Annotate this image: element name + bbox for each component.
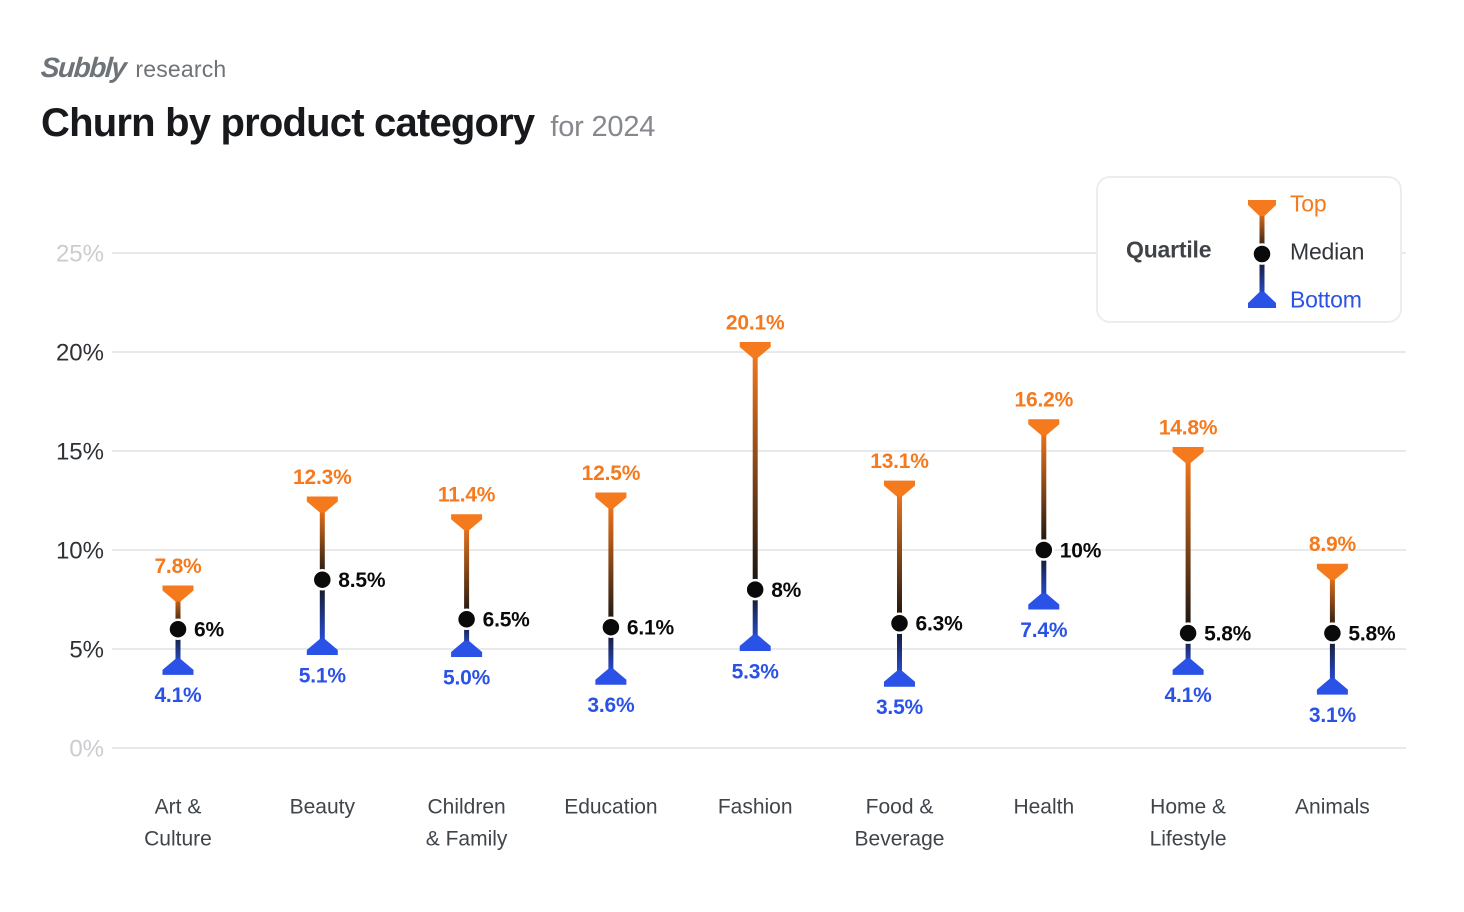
y-tick-label: 20% (56, 339, 104, 366)
category-label-art-culture: Art & Culture (144, 795, 212, 850)
page-title: Churn by product category (41, 101, 535, 145)
bottom-quartile-cap (306, 639, 338, 656)
median-value-label: 6% (194, 619, 224, 642)
whisker-health: 16.2% 10% 7.4% (1015, 389, 1102, 642)
category-label-children-family: Children & Family (426, 795, 508, 850)
top-quartile-cap (162, 585, 194, 602)
legend-item-top: Top (1290, 190, 1327, 217)
median-dot (1177, 622, 1199, 644)
median-value-label: 8.5% (338, 569, 386, 592)
bottom-value-label: 3.5% (876, 696, 924, 719)
median-value-label: 10% (1060, 539, 1102, 562)
median-dot (311, 568, 334, 591)
whisker-stem (1185, 456, 1191, 665)
bottom-value-label: 3.6% (587, 694, 635, 717)
legend-box: Quartile Top Median Bottom (1096, 176, 1402, 323)
top-value-label: 7.8% (154, 555, 202, 578)
median-dot (455, 608, 478, 631)
category-label-home-lifestyle: Home & Lifestyle (1150, 795, 1227, 850)
bottom-quartile-cap (884, 670, 915, 687)
y-tick-label: 5% (69, 636, 104, 663)
legend-bottom-cap (1248, 292, 1276, 308)
bottom-quartile-cap (1316, 678, 1348, 695)
brand-logo: Subbly research (40, 52, 227, 84)
legend-title: Quartile (1126, 236, 1212, 262)
bottom-value-label: 5.3% (732, 660, 780, 683)
category-label-health: Health (1013, 795, 1074, 818)
legend-item-median: Median (1290, 238, 1365, 265)
bottom-value-label: 4.1% (1165, 684, 1213, 707)
top-value-label: 12.5% (582, 462, 641, 485)
median-dot (888, 612, 911, 635)
chart-header: Churn by product category for 2024 (41, 101, 655, 146)
top-quartile-cap (306, 496, 338, 513)
median-value-label: 5.8% (1204, 623, 1252, 646)
median-dot (1321, 622, 1344, 644)
legend-item-bottom: Bottom (1290, 286, 1362, 313)
bottom-quartile-cap (1028, 593, 1060, 610)
top-quartile-cap (595, 492, 627, 509)
median-dot (1033, 539, 1055, 561)
whisker-stem (1041, 429, 1047, 600)
logo-research-suffix: research (135, 56, 227, 82)
legend-median-dot (1251, 243, 1273, 265)
bottom-quartile-cap (595, 668, 627, 685)
whisker-beauty: 12.3% 8.5% 5.1% (293, 466, 386, 688)
top-value-label: 20.1% (726, 311, 785, 334)
whisker-stem (752, 352, 758, 642)
whisker-food-beverage: 13.1% 6.3% 3.5% (870, 450, 963, 719)
category-label-food-beverage: Food & Beverage (855, 795, 945, 850)
y-tick-label: 25% (56, 240, 104, 267)
top-value-label: 13.1% (870, 450, 929, 473)
top-quartile-cap (451, 514, 483, 531)
top-value-label: 11.4% (438, 484, 496, 507)
top-value-label: 16.2% (1015, 389, 1074, 412)
median-dot (167, 618, 189, 640)
whisker-animals: 8.9% 5.8% 3.1% (1309, 533, 1396, 727)
top-value-label: 14.8% (1159, 416, 1218, 439)
y-tick-label: 0% (69, 735, 104, 762)
median-value-label: 8% (771, 579, 801, 602)
whisker-stem (897, 490, 902, 677)
top-quartile-cap (884, 480, 915, 497)
legend-top-cap (1248, 200, 1276, 216)
median-value-label: 6.1% (627, 617, 675, 640)
median-dot (744, 578, 766, 601)
median-dot (600, 616, 622, 638)
y-tick-label: 10% (56, 537, 104, 564)
bottom-quartile-cap (162, 658, 194, 675)
bottom-value-label: 5.1% (299, 664, 347, 687)
whisker-education: 12.5% 6.1% 3.6% (582, 462, 675, 717)
category-label-education: Education (564, 795, 657, 818)
median-value-label: 5.8% (1348, 623, 1396, 646)
whisker-art-culture: 7.8% 6% 4.1% (154, 555, 224, 707)
category-label-fashion: Fashion (718, 795, 793, 818)
y-tick-label: 15% (56, 438, 104, 465)
category-label-animals: Animals (1295, 795, 1370, 818)
bottom-quartile-cap (739, 635, 771, 652)
top-quartile-cap (1172, 446, 1204, 463)
bottom-value-label: 3.1% (1309, 704, 1357, 727)
whisker-fashion: 20.1% 8% 5.3% (726, 311, 802, 683)
top-quartile-cap (1316, 563, 1348, 580)
whisker-home-lifestyle: 14.8% 5.8% 4.1% (1159, 416, 1252, 707)
page-subtitle: for 2024 (550, 111, 656, 143)
top-value-label: 12.3% (293, 466, 352, 489)
top-quartile-cap (1028, 419, 1060, 436)
bottom-value-label: 5.0% (443, 666, 491, 689)
top-quartile-cap (739, 342, 771, 359)
legend-whisker-glyph-icon (1248, 200, 1276, 308)
top-value-label: 8.9% (1309, 533, 1357, 556)
whisker-children-family: 11.4% 6.5% 5.0% (438, 484, 530, 690)
median-value-label: 6.5% (483, 609, 531, 632)
whisker-stem (608, 502, 614, 675)
bottom-value-label: 4.1% (154, 684, 202, 707)
bottom-quartile-cap (1172, 658, 1204, 675)
bottom-value-label: 7.4% (1020, 619, 1068, 642)
bottom-quartile-cap (451, 641, 483, 657)
category-label-beauty: Beauty (290, 795, 356, 818)
median-value-label: 6.3% (916, 613, 964, 636)
